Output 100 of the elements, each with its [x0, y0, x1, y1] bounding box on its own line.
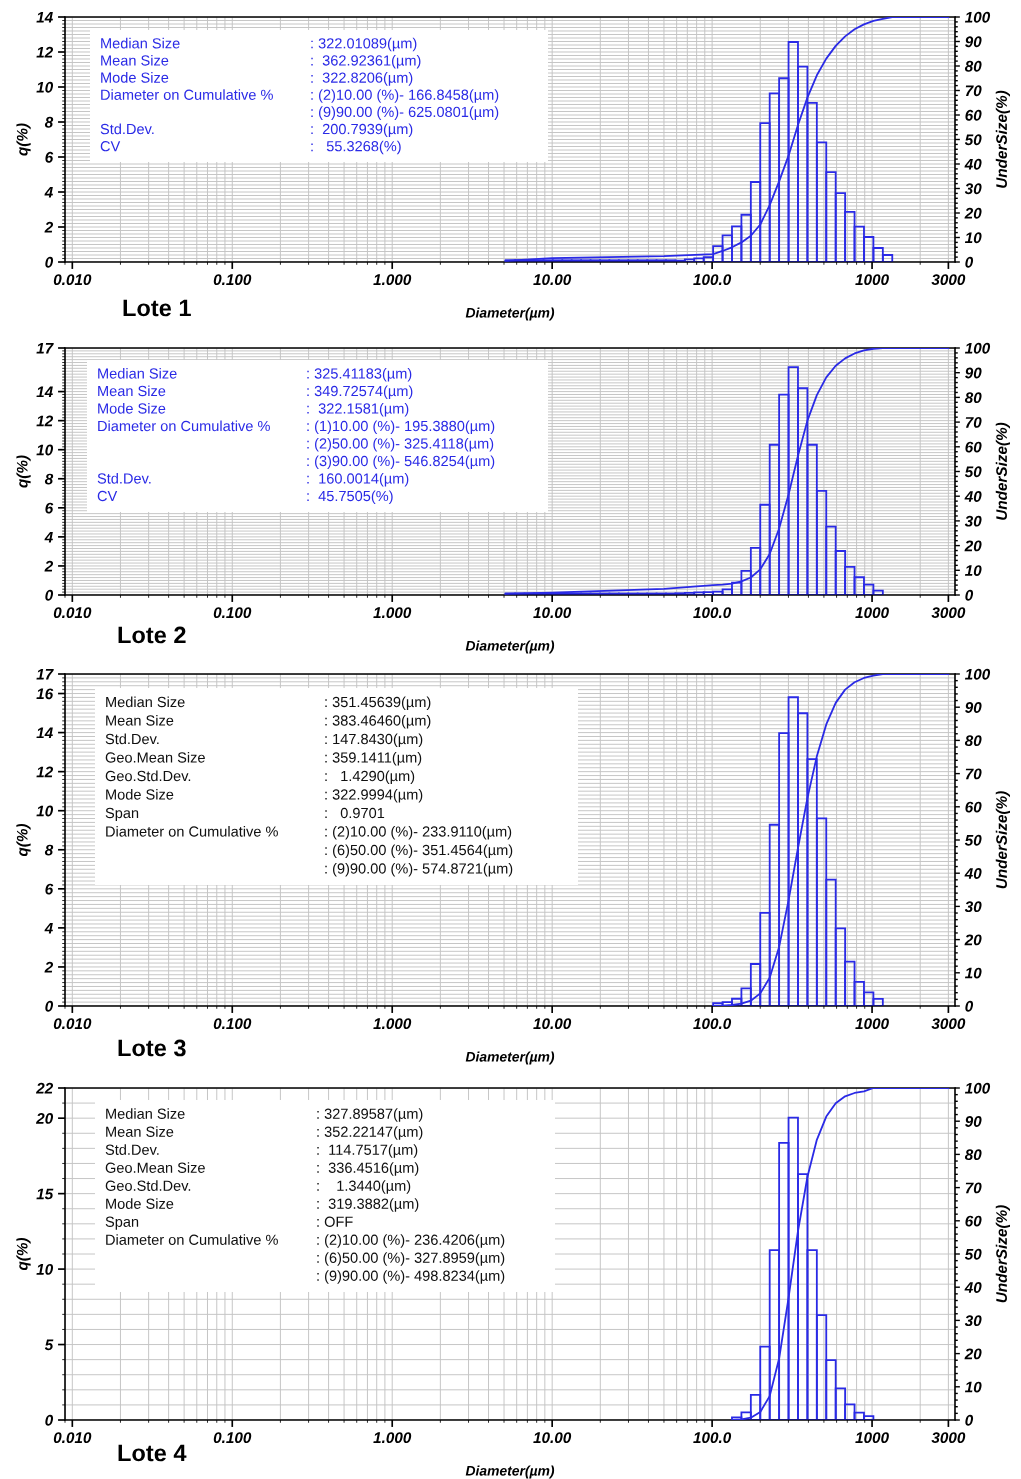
y2-tick-label: 20 [964, 207, 982, 219]
y-tick-label: 2 [44, 560, 54, 572]
text: Diameter on Cumulative % : (2)10.00 (%)- 166.8458(µm) [101, 89, 499, 103]
text: CV : 55.3268(%) [100, 140, 401, 155]
text: Lote 2 [118, 626, 186, 644]
x-axis-title: Diameter(µm) [465, 1465, 555, 1479]
y2-tick-label: 30 [964, 183, 982, 195]
x-axis-title: Diameter(µm) [465, 307, 555, 321]
x-tick-label: 1000 [855, 1432, 889, 1444]
y2-tick-label: 40 [964, 491, 982, 502]
y2-tick-label: 50 [964, 466, 982, 478]
text: Mode Size : 322.1581(µm) [98, 402, 409, 417]
y2-tick-label: 0 [965, 589, 974, 601]
y2-tick-label: 30 [964, 901, 982, 913]
y-tick-label: 0 [45, 1414, 54, 1426]
y2-axis-title: UnderSize(%) [995, 791, 1011, 889]
y-tick-label: 22 [35, 1082, 54, 1094]
x-tick-label: 1.000 [373, 607, 412, 619]
y-tick-label: 4 [44, 531, 53, 543]
x-axis-title: Diameter(µm) [465, 1051, 555, 1065]
text: Std.Dev. : 160.0014(µm) [97, 472, 409, 487]
text: Diameter on Cumulative % : (2)10.00 (%)- 233.9110(µm) [106, 825, 512, 840]
y2-tick-label: 40 [964, 1282, 982, 1293]
text: Geo.Mean Size : 336.4516(µm) [105, 1162, 419, 1176]
y2-tick-label: 80 [964, 735, 982, 747]
text: Span : 0.9701 [105, 807, 385, 822]
x-tick-label: 3000 [931, 1432, 966, 1444]
y2-axis-title: UnderSize(%) [995, 90, 1011, 188]
y2-tick-label: 30 [964, 515, 982, 527]
text: Mode Size : 322.9994(µm) [106, 788, 423, 803]
text: Std.Dev. : 114.7517(µm) [105, 1144, 418, 1158]
x-tick-label: 0.010 [53, 1018, 92, 1030]
y-tick-label: 8 [44, 116, 54, 128]
y-axis-title: q(%) [16, 1237, 31, 1271]
y2-tick-label: 60 [965, 1215, 982, 1227]
y-axis-title: q(%) [16, 123, 31, 156]
y2-tick-label: 80 [964, 1149, 982, 1161]
y2-tick-label: 40 [964, 868, 982, 879]
y2-tick-label: 100 [964, 11, 991, 23]
text: Mean Size : 383.46460(µm) [106, 714, 431, 729]
text: Lote 4 [118, 1444, 187, 1462]
text: Mean Size : 352.22147(µm) [106, 1126, 423, 1140]
y-tick-label: 5 [44, 1339, 54, 1351]
x-tick-label: 100.0 [693, 607, 732, 619]
y-tick-label: 10 [36, 81, 54, 93]
text: Geo.Std.Dev. : 1.3440(µm) [105, 1180, 411, 1194]
x-tick-label: 1000 [855, 1018, 889, 1030]
x-tick-label: 10.00 [533, 1018, 572, 1030]
y-tick-label: 8 [44, 844, 54, 856]
x-tick-label: 0.100 [213, 1018, 252, 1030]
y2-tick-label: 10 [964, 967, 982, 979]
y-tick-label: 0 [45, 589, 54, 601]
y-tick-label: 0 [45, 1000, 54, 1012]
annotation: : (3)90.00 (%)- 546.8254(µm) [307, 455, 495, 470]
y2-tick-label: 50 [964, 1248, 982, 1260]
y2-tick-label: 0 [965, 1000, 974, 1012]
y2-tick-label: 10 [964, 565, 982, 576]
x-tick-label: 1.000 [373, 1018, 412, 1030]
y2-tick-label: 90 [965, 367, 982, 379]
y2-tick-label: 100 [964, 1082, 991, 1094]
y2-tick-label: 70 [965, 416, 982, 428]
y2-tick-label: 50 [964, 134, 982, 146]
y-tick-label: 2 [44, 221, 54, 233]
x-tick-label: 1.000 [373, 1432, 412, 1444]
x-tick-label: 1000 [855, 607, 889, 619]
y-tick-label: 12 [36, 766, 54, 778]
x-tick-label: 100.0 [693, 274, 732, 286]
y-axis-title: q(%) [16, 823, 31, 857]
y2-tick-label: 50 [964, 834, 982, 846]
y-tick-label: 6 [45, 883, 54, 895]
y-axis-title: q(%) [16, 455, 31, 488]
x-tick-label: 3000 [931, 607, 966, 619]
y2-tick-label: 70 [965, 1182, 982, 1194]
y2-tick-label: 30 [964, 1315, 982, 1327]
text: Mean Size : 362.92361(µm) [101, 54, 421, 69]
y-tick-label: 20 [35, 1113, 54, 1124]
text: Median Size : 351.45639(µm) [106, 696, 431, 711]
y-tick-label: 14 [36, 386, 53, 398]
y2-axis-title: UnderSize(%) [995, 422, 1011, 520]
y2-tick-label: 0 [965, 256, 974, 268]
text: CV : 45.7505(%) [97, 490, 393, 505]
text: Mode Size : 319.3882(µm) [106, 1198, 419, 1212]
text: Median Size : 322.01089(µm) [101, 37, 417, 52]
annotation: : (9)90.00 (%)- 625.0801(µm) [311, 106, 499, 120]
y2-tick-label: 100 [964, 342, 991, 354]
x-tick-label: 0.010 [53, 607, 92, 619]
text: Geo.Std.Dev. : 1.4290(µm) [105, 770, 415, 785]
y-tick-label: 16 [36, 688, 54, 700]
text: Std.Dev. : 147.8430(µm) [105, 733, 423, 748]
y2-tick-label: 90 [965, 36, 982, 48]
y2-tick-label: 60 [965, 801, 982, 813]
x-tick-label: 1000 [855, 274, 889, 286]
y2-axis-title: UnderSize(%) [995, 1205, 1011, 1303]
y-tick-label: 14 [36, 727, 53, 739]
text: Lote 3 [118, 1039, 186, 1057]
y2-tick-label: 90 [965, 702, 982, 713]
y2-tick-label: 60 [965, 441, 982, 453]
annotation: : (9)90.00 (%)- 574.8721(µm) [325, 862, 513, 877]
x-tick-label: 10.00 [533, 1432, 572, 1444]
text: Diameter on Cumulative % : (2)10.00 (%)- 236.4206(µm) [106, 1234, 505, 1248]
